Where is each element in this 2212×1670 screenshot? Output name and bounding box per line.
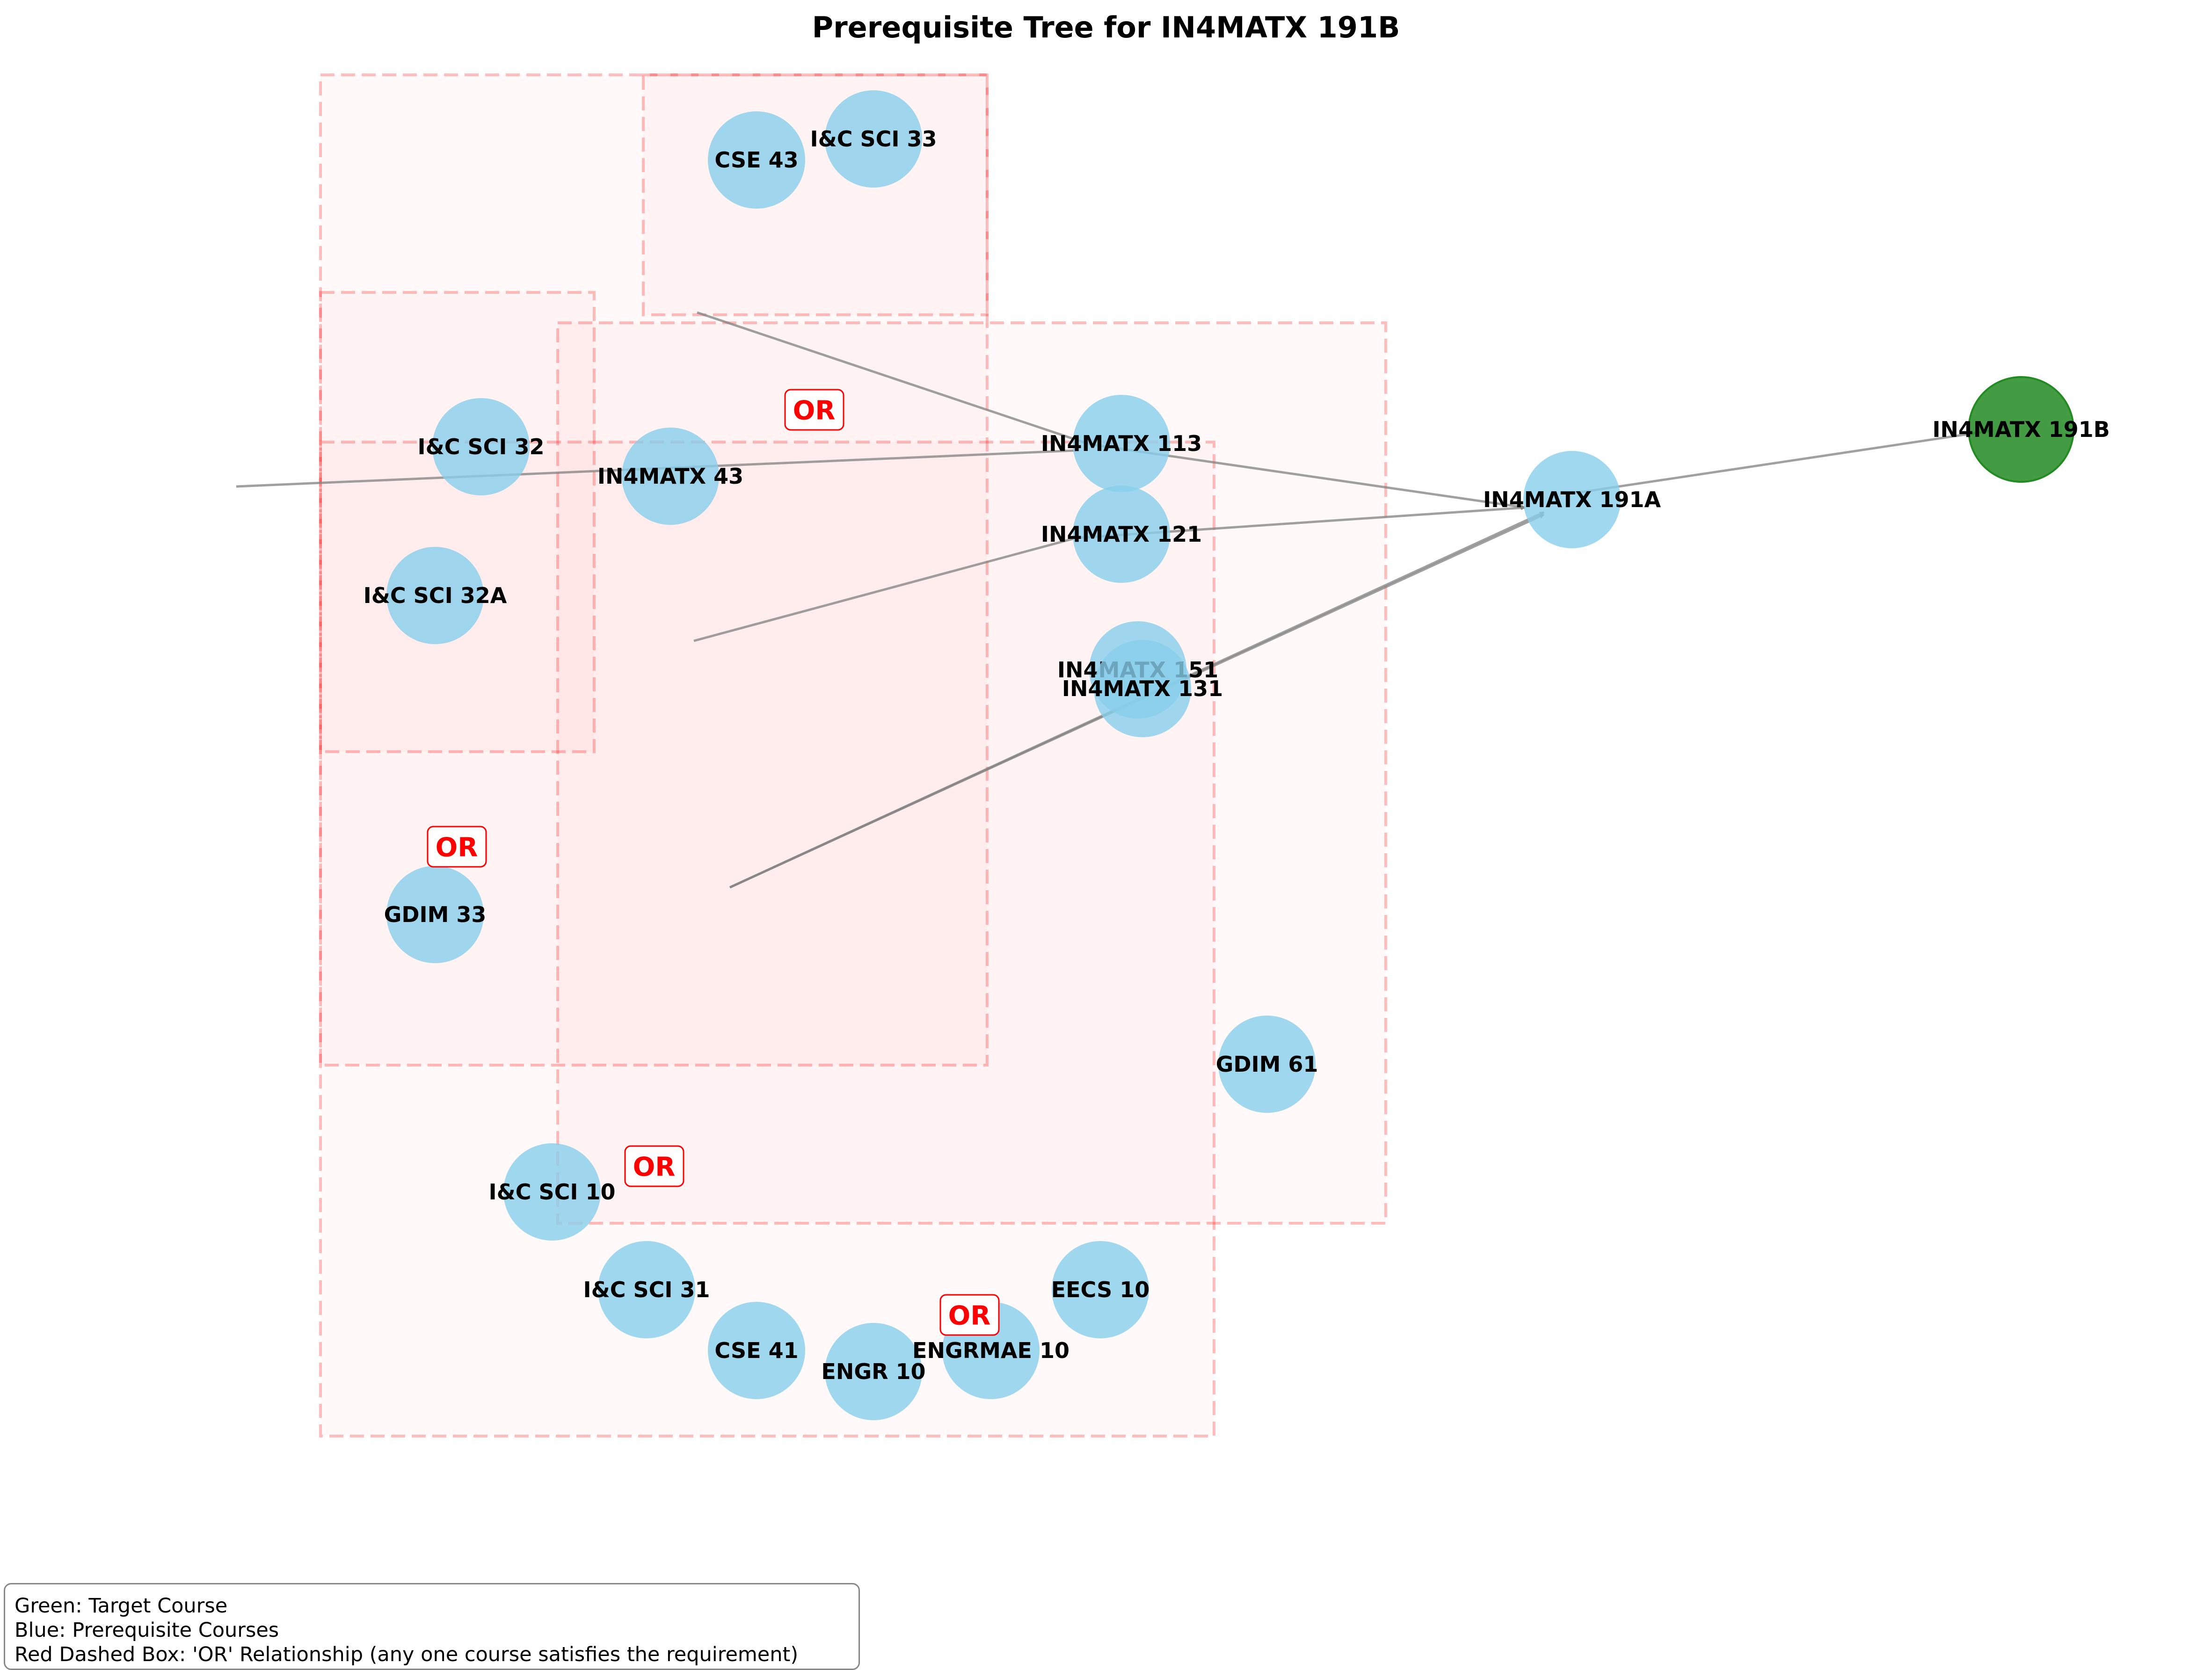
- course-node-in4matx-191a[interactable]: IN4MATX 191A: [1483, 451, 1661, 548]
- or-box: [319, 441, 1215, 1438]
- or-group-boxes: [319, 73, 1387, 1438]
- course-node-ics-10[interactable]: I&C SCI 10: [488, 1143, 616, 1241]
- course-node-cse-43[interactable]: CSE 43: [708, 111, 805, 209]
- edge: [1572, 428, 1994, 495]
- diagram-title: Prerequisite Tree for IN4MATX 191B: [812, 10, 1400, 44]
- node-label: IN4MATX 191A: [1483, 487, 1661, 512]
- node-label: IN4MATX 121: [1041, 522, 1202, 547]
- or-label: OR: [948, 1301, 991, 1331]
- node-circle: [825, 90, 922, 188]
- node-circle: [708, 1302, 805, 1399]
- node-circle: [708, 111, 805, 209]
- course-node-gdim-61[interactable]: GDIM 61: [1216, 1016, 1318, 1113]
- node-label: IN4MATX 191B: [1932, 417, 2110, 442]
- node-label: I&C SCI 33: [810, 126, 937, 152]
- node-label: EECS 10: [1051, 1277, 1150, 1302]
- node-circle: [432, 398, 530, 495]
- node-label: IN4MATX 113: [1041, 431, 1202, 456]
- node-circle: [1094, 640, 1191, 737]
- course-node-ics-32[interactable]: I&C SCI 32: [417, 398, 545, 495]
- or-box: [642, 73, 989, 316]
- or-badge: OR: [939, 1294, 1000, 1336]
- node-circle: [825, 1323, 922, 1420]
- node-label: I&C SCI 32: [417, 434, 544, 459]
- node-label: GDIM 61: [1216, 1052, 1318, 1077]
- node-label: I&C SCI 31: [583, 1277, 710, 1302]
- node-circle: [1073, 486, 1170, 583]
- node-label: IN4MATX 43: [597, 464, 743, 489]
- nodes: IN4MATX 191B IN4MATX 191A IN4MATX 113 IN…: [364, 90, 2110, 1420]
- or-box: [556, 321, 1387, 1225]
- node-label: CSE 43: [714, 147, 798, 173]
- node-circle: [598, 1241, 695, 1338]
- edge: [697, 311, 1091, 446]
- course-node-engr-10[interactable]: ENGR 10: [821, 1323, 926, 1420]
- course-node-in4matx-191b[interactable]: IN4MATX 191B: [1932, 376, 2110, 483]
- node-circle: [622, 428, 719, 525]
- node-label: I&C SCI 32A: [364, 583, 507, 608]
- or-label: OR: [793, 396, 836, 426]
- course-node-gdim-33[interactable]: GDIM 33: [384, 866, 487, 963]
- or-label: OR: [436, 833, 478, 863]
- course-node-in4matx-131[interactable]: IN4MATX 131: [1062, 640, 1223, 737]
- node-label: I&C SCI 10: [488, 1179, 615, 1205]
- or-badge: OR: [427, 826, 487, 868]
- course-node-ics-33[interactable]: I&C SCI 33: [810, 90, 937, 188]
- node-label: IN4MATX 131: [1062, 676, 1223, 701]
- course-node-eecs-10[interactable]: EECS 10: [1051, 1241, 1150, 1338]
- node-label: CSE 41: [714, 1338, 798, 1363]
- node-circle: [386, 866, 484, 963]
- course-node-ics-32a[interactable]: I&C SCI 32A: [364, 547, 507, 644]
- node-circle: [1523, 451, 1621, 548]
- node-circle: [386, 547, 484, 644]
- node-circle: [1073, 395, 1170, 492]
- or-box: [319, 291, 596, 753]
- legend-item-prereq: Blue: Prerequisite Courses: [15, 1619, 279, 1642]
- or-badge: OR: [624, 1145, 684, 1187]
- course-node-in4matx-121[interactable]: IN4MATX 121: [1041, 486, 1202, 583]
- course-node-cse-41[interactable]: CSE 41: [708, 1302, 805, 1399]
- node-circle: [503, 1143, 601, 1241]
- legend-item-target: Green: Target Course: [15, 1594, 228, 1618]
- node-label: ENGR 10: [821, 1359, 925, 1384]
- course-node-ics-31[interactable]: I&C SCI 31: [583, 1241, 710, 1338]
- edge: [693, 537, 1077, 642]
- node-label: GDIM 33: [384, 902, 487, 927]
- legend-item-or-box: Red Dashed Box: 'OR' Relationship (any o…: [15, 1643, 799, 1666]
- course-node-in4matx-43[interactable]: IN4MATX 43: [597, 428, 743, 525]
- course-node-in4matx-113[interactable]: IN4MATX 113: [1041, 395, 1202, 492]
- node-circle: [1968, 376, 2074, 483]
- node-label: ENGRMAE 10: [912, 1338, 1070, 1363]
- legend: Green: Target Course Blue: Prerequisite …: [4, 1583, 860, 1670]
- or-badge: OR: [784, 389, 844, 431]
- node-circle: [1218, 1016, 1316, 1113]
- or-box: [319, 73, 989, 1067]
- node-circle: [1052, 1241, 1149, 1338]
- or-label: OR: [633, 1152, 676, 1183]
